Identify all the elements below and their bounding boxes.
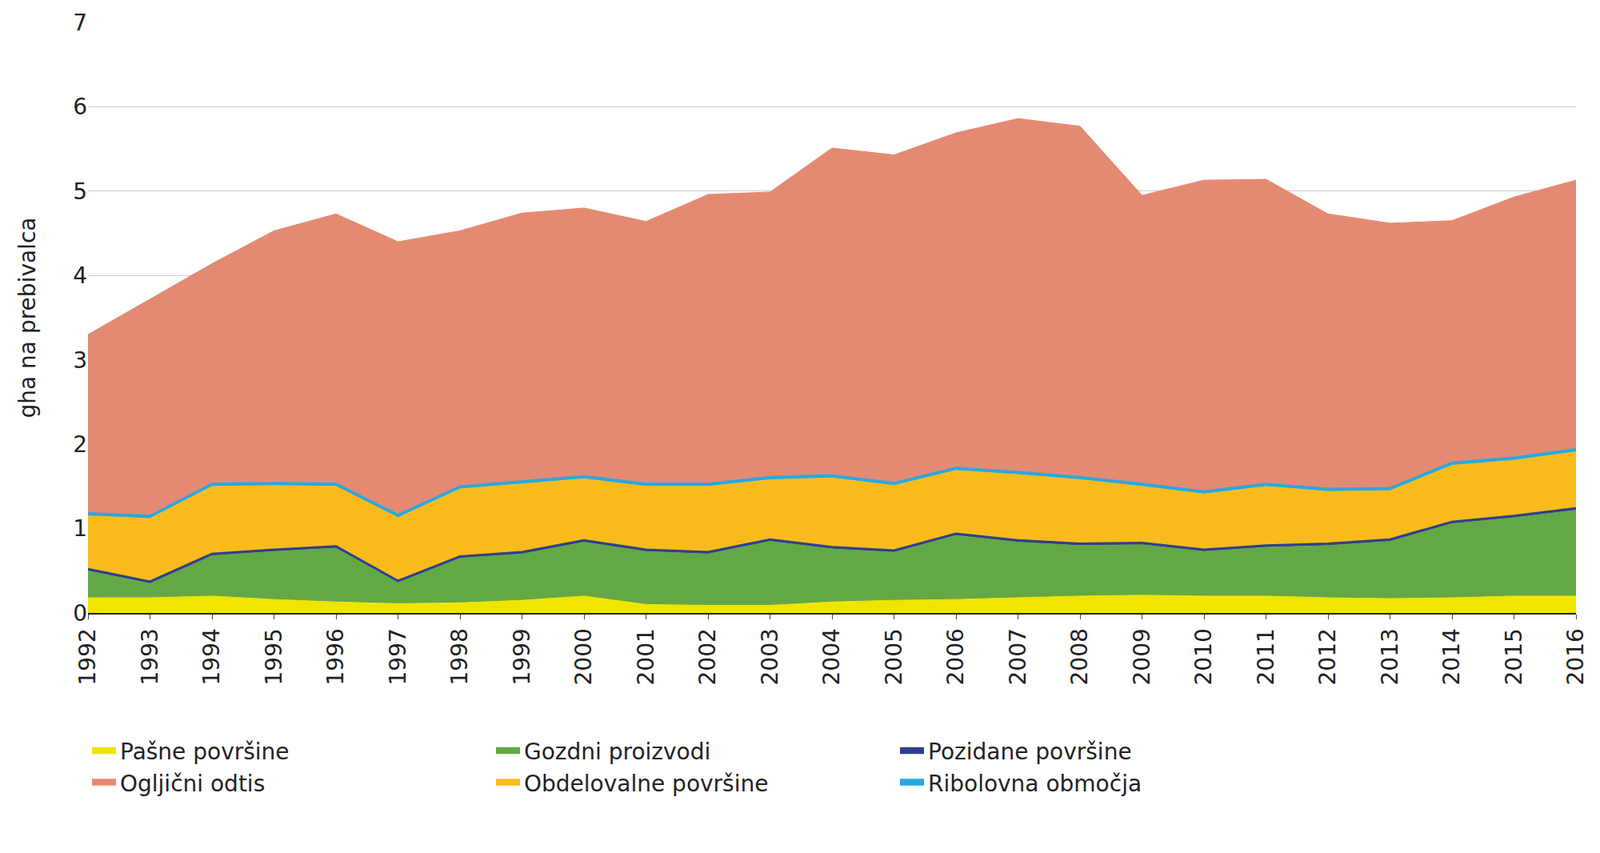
svg-text:1996: 1996 (322, 628, 349, 685)
svg-text:2015: 2015 (1500, 628, 1528, 685)
svg-text:1995: 1995 (260, 628, 288, 685)
svg-text:2014: 2014 (1438, 628, 1465, 685)
svg-text:2013: 2013 (1376, 628, 1404, 685)
svg-text:7: 7 (72, 9, 88, 36)
svg-text:6: 6 (72, 93, 88, 120)
svg-text:2000: 2000 (570, 628, 597, 685)
svg-text:1999: 1999 (508, 628, 536, 685)
svg-text:3: 3 (72, 347, 88, 374)
svg-text:5: 5 (72, 178, 88, 205)
svg-text:1992: 1992 (74, 628, 101, 685)
svg-text:2005: 2005 (880, 628, 908, 685)
svg-text:2010: 2010 (1190, 628, 1217, 685)
svg-text:2006: 2006 (942, 628, 969, 685)
svg-text:gha na prebivalca: gha na prebivalca (14, 217, 41, 419)
svg-text:1998: 1998 (446, 628, 473, 685)
svg-text:Obdelovalne površine: Obdelovalne površine (524, 770, 768, 797)
svg-text:2: 2 (72, 431, 88, 458)
svg-text:2011: 2011 (1252, 628, 1280, 685)
svg-text:Pozidane površine: Pozidane površine (928, 738, 1132, 765)
svg-text:1997: 1997 (384, 628, 412, 685)
svg-text:2009: 2009 (1128, 628, 1156, 685)
svg-text:2001: 2001 (632, 628, 660, 685)
svg-text:2016: 2016 (1562, 628, 1589, 685)
svg-text:2012: 2012 (1314, 628, 1341, 685)
svg-text:1: 1 (72, 515, 88, 542)
svg-text:2002: 2002 (694, 628, 721, 685)
svg-text:2003: 2003 (756, 628, 784, 685)
svg-text:2007: 2007 (1004, 628, 1032, 685)
svg-text:0: 0 (72, 600, 88, 627)
svg-text:4: 4 (72, 262, 88, 289)
svg-text:Ogljični odtis: Ogljični odtis (120, 770, 265, 797)
svg-text:Pašne površine: Pašne površine (120, 738, 290, 765)
svg-text:2008: 2008 (1066, 628, 1093, 685)
svg-text:1994: 1994 (198, 628, 225, 685)
svg-text:Ribolovna območja: Ribolovna območja (928, 770, 1142, 797)
svg-text:1993: 1993 (136, 628, 164, 685)
svg-text:2004: 2004 (818, 628, 845, 685)
svg-text:Gozdni proizvodi: Gozdni proizvodi (524, 738, 711, 765)
